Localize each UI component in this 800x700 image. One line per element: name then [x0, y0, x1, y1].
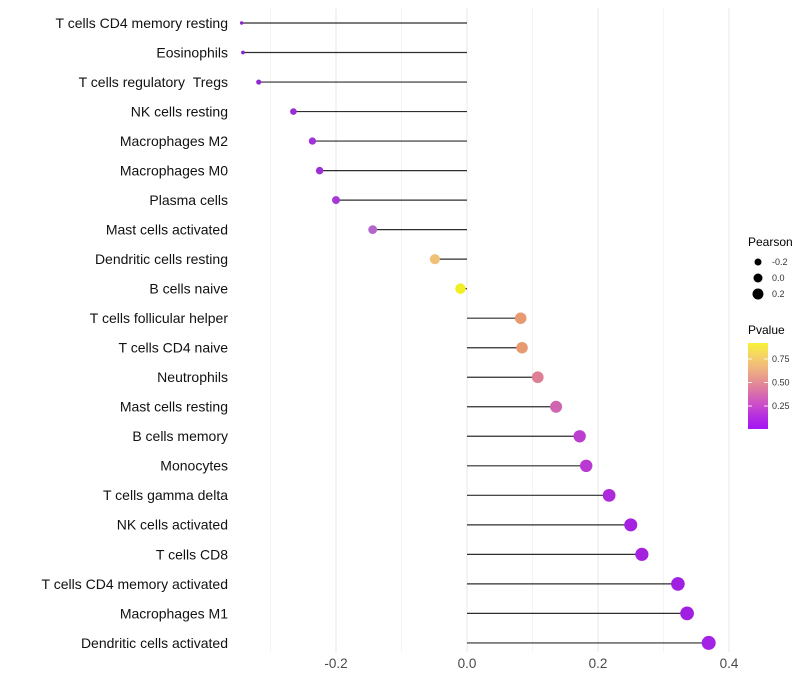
data-point [514, 312, 527, 324]
y-axis-category-label: B cells memory [132, 428, 228, 444]
y-axis-category-label: T cells regulatory Tregs [79, 74, 228, 90]
legend-color-label: 0.25 [772, 401, 790, 411]
data-point [308, 137, 317, 145]
y-axis-category-label: T cells CD4 memory resting [56, 15, 228, 31]
legend-size-dot [754, 258, 762, 266]
legend-size-dot [752, 288, 764, 300]
data-point [516, 341, 528, 354]
data-point [315, 166, 324, 175]
data-point [241, 50, 245, 55]
y-axis-category-label: NK cells resting [131, 103, 228, 119]
data-point [680, 606, 694, 621]
x-axis-tick-label: 0.4 [720, 656, 739, 671]
y-axis-category-label: Dendritic cells activated [81, 635, 228, 651]
legend-color-label: 0.50 [772, 378, 790, 388]
y-axis-category-label: T cells follicular helper [90, 310, 229, 326]
y-axis-category-label: Mast cells resting [120, 399, 228, 415]
data-point [256, 79, 262, 85]
y-axis-category-label: Eosinophils [156, 44, 228, 60]
y-axis-category-label: Plasma cells [149, 192, 228, 208]
x-axis-tick-label: 0.2 [589, 656, 608, 671]
legend-color-gradient-bar [748, 343, 768, 429]
legend-size-label: 0.2 [772, 289, 785, 299]
data-point [290, 108, 297, 115]
legend-size-label: 0.0 [772, 273, 785, 283]
y-axis-category-label: Dendritic cells resting [95, 251, 228, 267]
data-point [368, 225, 378, 235]
y-axis-category-label: Neutrophils [157, 369, 228, 385]
data-point [429, 254, 440, 265]
y-axis-category-label: Mast cells activated [106, 222, 228, 238]
x-axis-tick-label: -0.2 [324, 656, 347, 671]
data-point [701, 635, 716, 650]
y-axis-category-label: T cells CD4 memory activated [42, 576, 228, 592]
y-axis-category-label: T cells CD4 naive [119, 340, 229, 356]
data-point [531, 371, 544, 384]
data-point [602, 488, 616, 502]
legend-size-label: -0.2 [772, 257, 788, 267]
legend-color-title: Pvalue [748, 323, 785, 337]
legend-size-title: Pearson [748, 235, 793, 249]
legend-color-label: 0.75 [772, 354, 790, 364]
data-point [239, 21, 244, 25]
data-point [455, 283, 466, 294]
data-point [332, 196, 340, 205]
y-axis-category-label: Macrophages M0 [120, 163, 228, 179]
data-point [550, 400, 563, 413]
y-axis-category-label: Macrophages M1 [120, 605, 228, 621]
data-point [573, 430, 586, 443]
y-axis-category-label: B cells naive [149, 281, 228, 297]
data-point [671, 577, 685, 591]
data-point [579, 459, 593, 473]
y-axis-category-label: Macrophages M2 [120, 133, 228, 149]
y-axis-category-label: T cells gamma delta [103, 487, 228, 503]
x-axis-tick-label: 0.0 [458, 656, 477, 671]
legend-size-dot [753, 273, 763, 283]
data-point [624, 518, 638, 532]
data-point [635, 547, 649, 561]
y-axis-category-label: T cells CD8 [156, 546, 228, 562]
y-axis-category-label: NK cells activated [117, 517, 228, 533]
y-axis-category-label: Monocytes [160, 458, 228, 474]
